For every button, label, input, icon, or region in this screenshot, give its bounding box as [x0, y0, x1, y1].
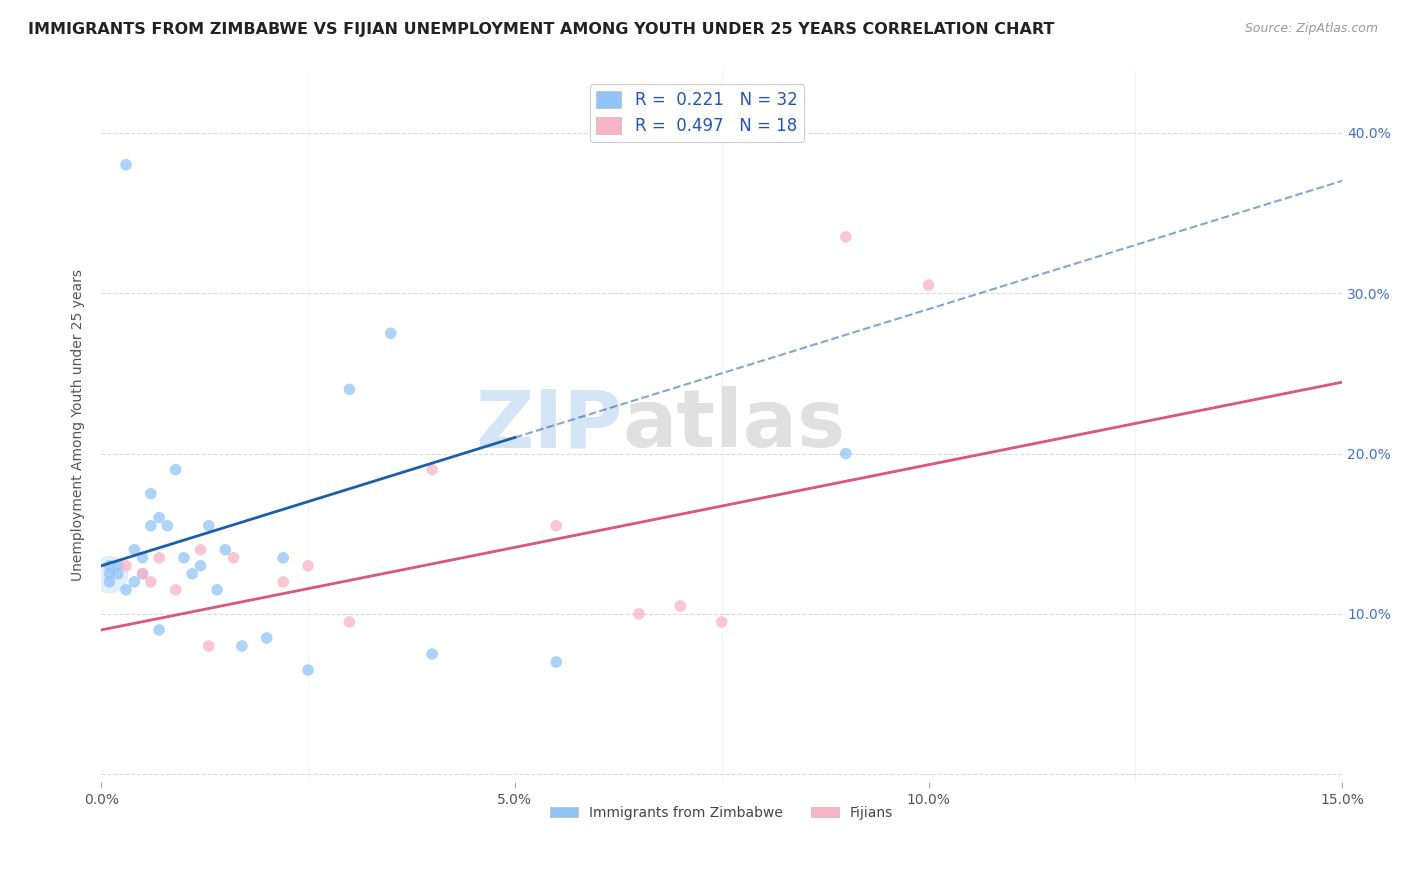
Point — [420, 647, 443, 661]
Point — [131, 566, 153, 581]
Point — [139, 518, 162, 533]
Text: ZIP: ZIP — [475, 386, 623, 465]
Point — [139, 574, 162, 589]
Point — [190, 542, 212, 557]
Point — [190, 558, 212, 573]
Point — [131, 550, 153, 565]
Point — [231, 639, 253, 653]
Text: atlas: atlas — [623, 386, 845, 465]
Point — [124, 542, 146, 557]
Point — [339, 615, 361, 629]
Legend: Immigrants from Zimbabwe, Fijians: Immigrants from Zimbabwe, Fijians — [546, 800, 898, 825]
Point — [835, 446, 858, 460]
Point — [271, 550, 294, 565]
Point — [835, 230, 858, 244]
Point — [139, 486, 162, 500]
Point — [181, 566, 204, 581]
Point — [297, 558, 319, 573]
Point — [420, 462, 443, 476]
Point — [710, 615, 733, 629]
Point — [627, 607, 650, 621]
Point — [148, 550, 170, 565]
Point — [165, 582, 187, 597]
Point — [197, 518, 219, 533]
Text: Source: ZipAtlas.com: Source: ZipAtlas.com — [1244, 22, 1378, 36]
Point — [214, 542, 236, 557]
Point — [256, 631, 278, 645]
Point — [115, 158, 138, 172]
Point — [197, 639, 219, 653]
Point — [124, 574, 146, 589]
Point — [148, 623, 170, 637]
Point — [131, 566, 153, 581]
Point — [115, 558, 138, 573]
Point — [380, 326, 402, 341]
Point — [546, 655, 568, 669]
Point — [98, 566, 121, 581]
Point — [107, 566, 129, 581]
Point — [148, 510, 170, 524]
Point — [98, 574, 121, 589]
Point — [115, 582, 138, 597]
Point — [271, 574, 294, 589]
Point — [917, 278, 939, 293]
Point — [339, 382, 361, 396]
Y-axis label: Unemployment Among Youth under 25 years: Unemployment Among Youth under 25 years — [72, 269, 86, 582]
Point — [297, 663, 319, 677]
Point — [165, 462, 187, 476]
Point — [669, 599, 692, 613]
Point — [173, 550, 195, 565]
Text: IMMIGRANTS FROM ZIMBABWE VS FIJIAN UNEMPLOYMENT AMONG YOUTH UNDER 25 YEARS CORRE: IMMIGRANTS FROM ZIMBABWE VS FIJIAN UNEMP… — [28, 22, 1054, 37]
Point — [222, 550, 245, 565]
Point — [98, 566, 121, 581]
Point — [546, 518, 568, 533]
Point — [107, 558, 129, 573]
Point — [156, 518, 179, 533]
Point — [205, 582, 228, 597]
Point — [98, 558, 121, 573]
